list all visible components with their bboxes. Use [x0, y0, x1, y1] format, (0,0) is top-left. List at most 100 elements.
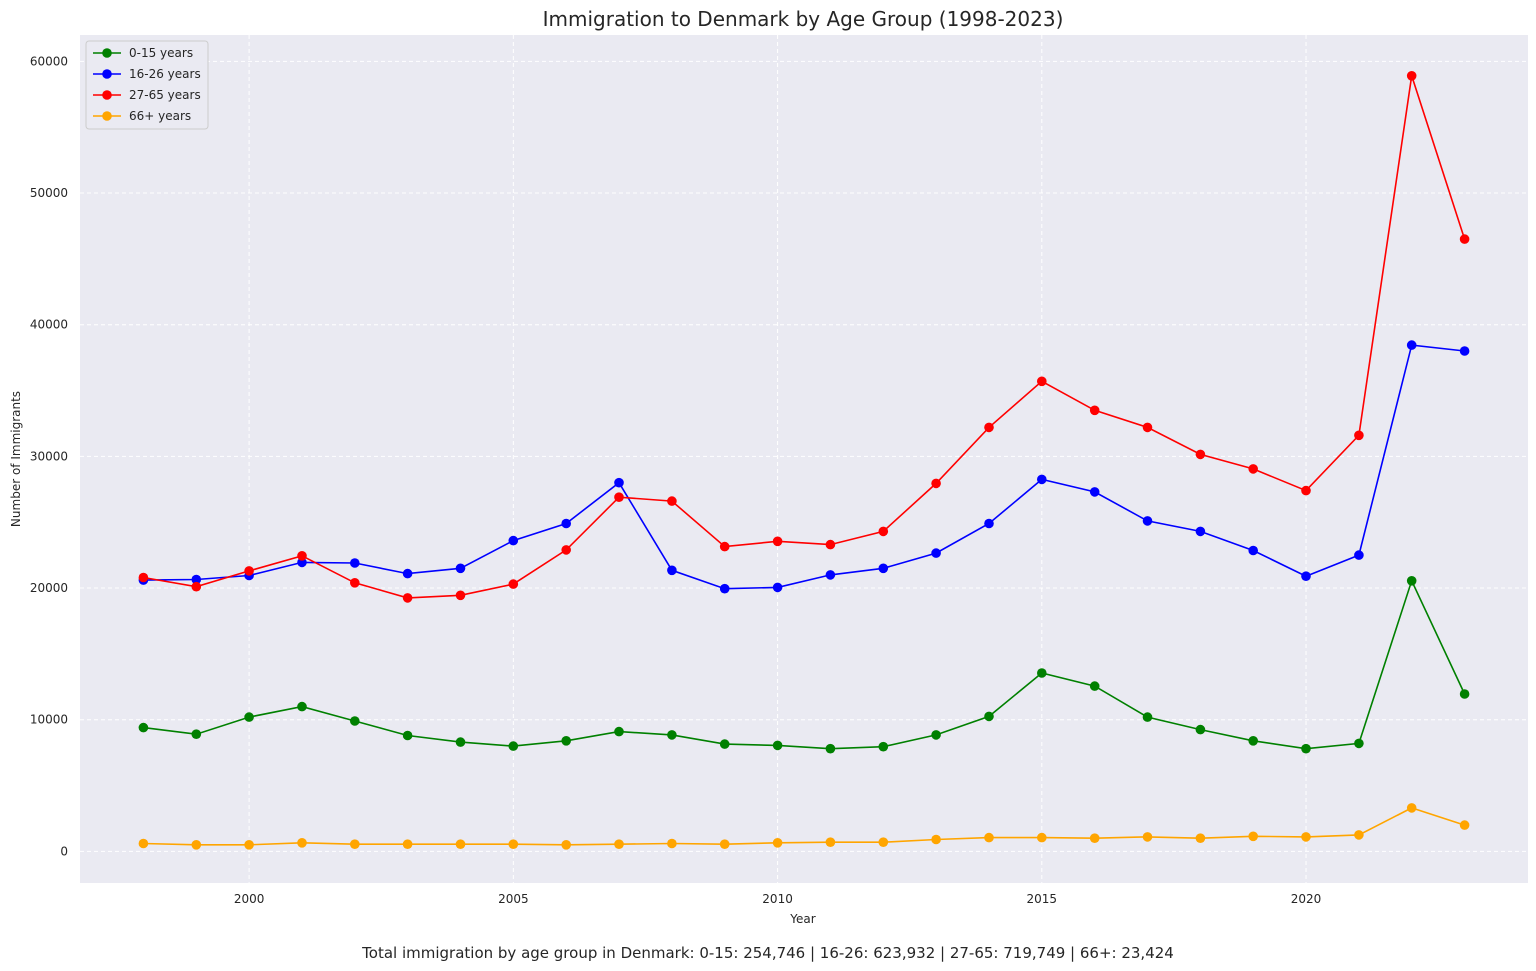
data-point: [825, 837, 836, 847]
data-point: [772, 536, 783, 547]
legend-marker: [102, 48, 112, 58]
data-point: [825, 539, 836, 550]
data-point: [984, 422, 994, 433]
data-point: [1248, 464, 1258, 474]
data-point: [1037, 474, 1047, 485]
data-point: [455, 590, 466, 601]
data-point: [931, 478, 941, 489]
footer-totals: Total immigration by age group in Denmar…: [361, 944, 1174, 962]
data-point: [1248, 545, 1258, 556]
data-point: [1142, 516, 1153, 526]
data-point: [1037, 376, 1047, 387]
y-axis-label: Number of Immigrants: [9, 391, 23, 527]
data-point: [878, 526, 889, 537]
series-1: [138, 340, 1470, 594]
data-point: [1301, 571, 1311, 581]
y-tick-label: 10000: [30, 713, 68, 727]
series-line: [143, 344, 1465, 590]
data-point: [402, 730, 413, 741]
data-point: [614, 477, 624, 488]
data-point: [1142, 422, 1153, 433]
data-point: [297, 551, 307, 561]
data-point: [508, 839, 519, 849]
data-point: [191, 581, 202, 592]
data-point: [350, 578, 360, 588]
data-point: [244, 712, 254, 722]
y-tick-label: 50000: [30, 186, 68, 200]
data-point: [508, 741, 519, 751]
data-point: [1142, 712, 1153, 722]
data-point: [1354, 830, 1364, 840]
data-point: [1459, 234, 1470, 244]
legend-label: 0-15 years: [129, 46, 193, 60]
data-point: [772, 740, 783, 751]
data-point: [1354, 430, 1364, 441]
data-point: [402, 593, 413, 603]
data-point: [1195, 526, 1206, 537]
data-point: [1195, 724, 1206, 735]
series-group: [138, 71, 1470, 850]
x-tick-label: 2005: [498, 892, 529, 906]
data-point: [455, 563, 466, 574]
data-point: [1406, 340, 1417, 350]
data-point: [931, 834, 941, 845]
y-tick-label: 30000: [30, 449, 68, 463]
data-point: [1037, 668, 1047, 678]
legend-marker: [102, 90, 112, 100]
series-line: [143, 75, 1466, 599]
data-point: [772, 838, 783, 848]
data-point: [455, 737, 466, 747]
x-axis-ticks: 2000 2005 2010 2015 2020: [234, 892, 1321, 906]
data-point: [825, 743, 836, 754]
series-line: [143, 578, 1466, 750]
data-point: [1195, 833, 1206, 843]
data-point: [984, 711, 994, 722]
plot-area: [80, 35, 1528, 883]
data-point: [878, 563, 889, 574]
data-point: [1089, 487, 1100, 497]
data-point: [1089, 681, 1100, 691]
data-point: [455, 839, 466, 849]
legend-label: 27-65 years: [129, 88, 201, 102]
data-point: [297, 701, 307, 712]
data-point: [1406, 576, 1417, 586]
data-point: [244, 566, 254, 576]
y-tick-label: 20000: [30, 581, 68, 595]
data-point: [561, 736, 571, 746]
series-line: [143, 807, 1465, 846]
data-point: [138, 722, 149, 733]
series-0: [138, 576, 1470, 754]
data-point: [350, 839, 360, 849]
data-point: [191, 840, 202, 850]
data-point: [561, 840, 571, 850]
data-point: [1142, 832, 1153, 842]
y-axis-ticks: 0 10000 20000 30000 40000 50000 60000: [30, 54, 68, 858]
data-point: [1406, 803, 1417, 813]
data-point: [719, 839, 730, 849]
x-axis-label: Year: [789, 912, 815, 926]
data-point: [402, 568, 413, 579]
data-point: [191, 574, 202, 585]
data-point: [1037, 832, 1047, 843]
grid-lines: [80, 35, 1528, 883]
data-point: [614, 726, 624, 737]
data-point: [825, 570, 836, 580]
data-point: [138, 838, 149, 849]
chart-title: Immigration to Denmark by Age Group (199…: [543, 7, 1064, 31]
data-point: [667, 730, 677, 740]
data-point: [297, 557, 307, 568]
data-point: [667, 565, 677, 576]
data-point: [402, 839, 413, 849]
legend-marker: [102, 69, 112, 79]
legend: 0-15 years 16-26 years 27-65 years 66+ year…: [85, 40, 209, 130]
data-point: [984, 832, 994, 843]
data-point: [1406, 71, 1417, 81]
x-tick-label: 2010: [762, 892, 793, 906]
x-tick-label: 2000: [234, 892, 265, 906]
data-point: [984, 518, 994, 529]
data-point: [1248, 736, 1258, 746]
data-point: [244, 840, 254, 850]
data-point: [1195, 449, 1206, 460]
data-point: [297, 838, 307, 848]
